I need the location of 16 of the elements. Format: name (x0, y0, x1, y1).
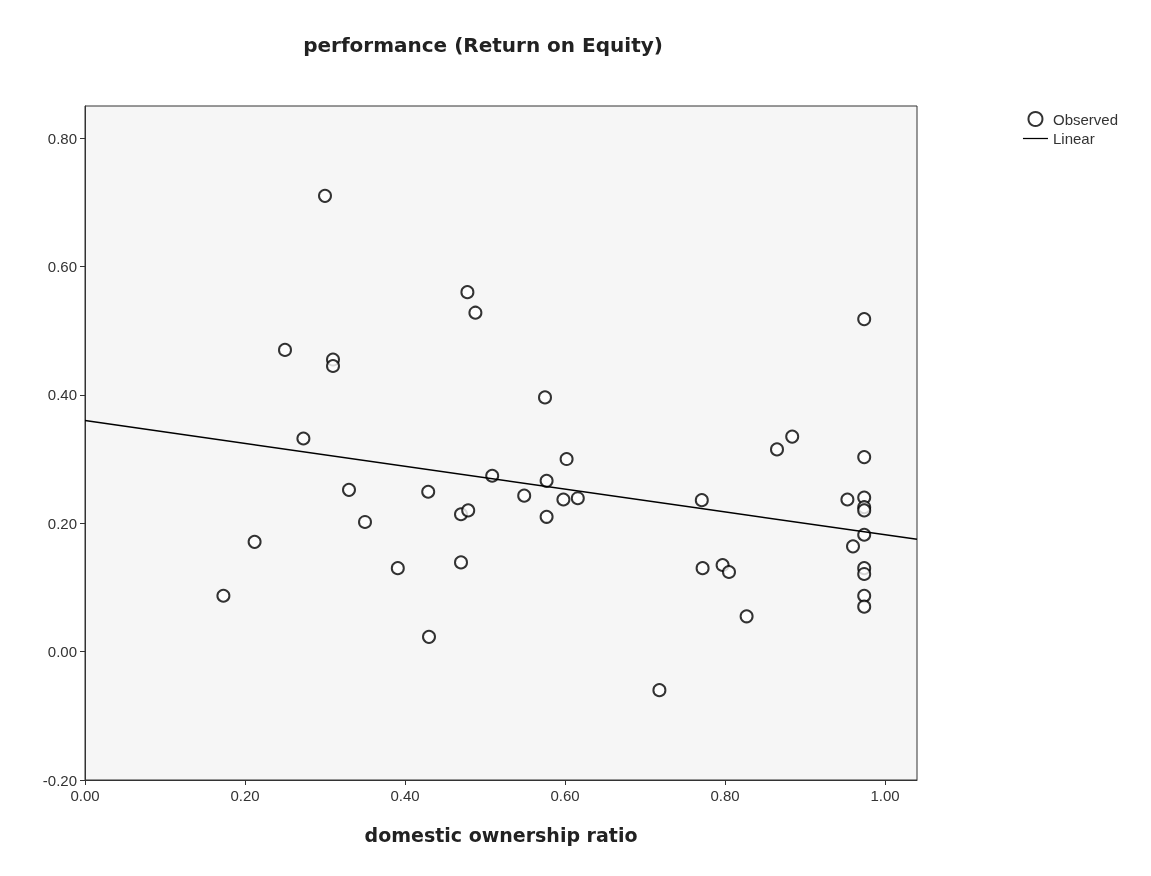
x-tick-label: 0.00 (70, 787, 100, 804)
x-axis-title: domestic ownership ratio (364, 823, 638, 846)
x-tick-label: 0.20 (230, 787, 260, 804)
legend-label: Observed (1052, 110, 1119, 128)
y-tick-label: 0.40 (47, 386, 77, 404)
x-tick-label: 0.60 (550, 787, 580, 804)
x-tick-label: 1.00 (870, 787, 900, 804)
y-tick-label: -0.20 (42, 771, 77, 789)
legend-label: Linear (1052, 130, 1095, 147)
y-tick-label: 0.60 (47, 257, 77, 275)
chart-title: performance (Return on Equity) (303, 33, 663, 57)
y-tick-label: 0.20 (47, 514, 77, 532)
x-tick-label: 0.80 (710, 787, 740, 804)
y-tick-label: 0.00 (47, 643, 77, 661)
x-tick-label: 0.40 (390, 787, 420, 804)
y-tick-label: 0.80 (47, 129, 77, 147)
